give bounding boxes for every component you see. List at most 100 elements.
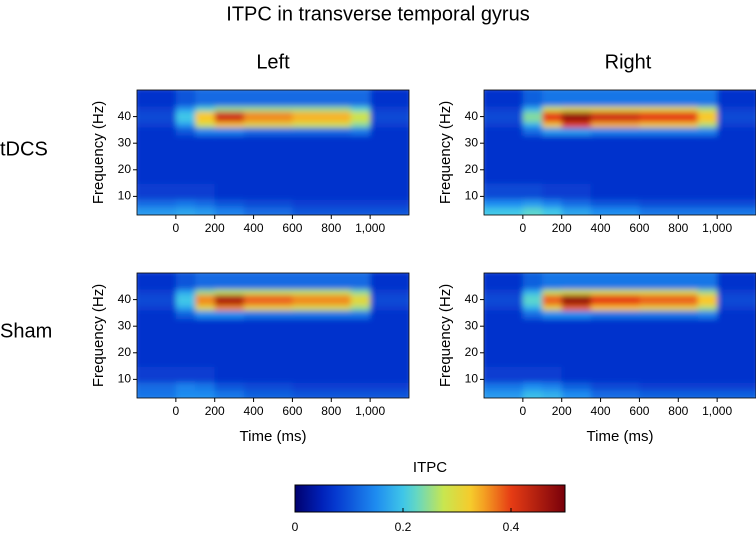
x-tick-label: 800 — [668, 221, 688, 235]
heatmap-cell — [292, 310, 352, 319]
heatmap-cell — [522, 382, 543, 391]
heatmap-cell — [522, 127, 543, 136]
heatmap-cell — [639, 105, 699, 112]
heatmap-cell — [175, 135, 196, 157]
heatmap-cell — [370, 390, 409, 398]
heatmap-cell — [561, 339, 592, 367]
heatmap-cell — [243, 339, 293, 367]
heatmap-cell — [195, 339, 216, 367]
heatmap-cell — [243, 127, 293, 136]
heatmap-cell — [639, 366, 699, 383]
heatmap-cell — [195, 90, 216, 107]
heatmap-cell — [590, 310, 640, 319]
heatmap-cell — [195, 199, 216, 208]
heatmap-cell — [137, 366, 177, 383]
heatmap-cell — [370, 304, 409, 311]
heatmap-cell — [561, 382, 592, 391]
heatmap-cell — [137, 339, 177, 367]
heatmap-cell — [292, 90, 352, 107]
plot-frame — [136, 89, 410, 216]
y-tick-label: 40 — [118, 292, 132, 306]
heatmap-cell — [522, 390, 543, 398]
heatmap-cell — [639, 382, 699, 391]
heatmap-cell — [195, 304, 216, 311]
heatmap-cell — [697, 135, 718, 157]
heatmap-cell — [484, 207, 524, 215]
x-tick-label: 1,000 — [702, 221, 732, 235]
heatmap-cell — [292, 366, 352, 383]
heatmap-cell — [350, 127, 371, 136]
heatmap-cell — [370, 90, 409, 107]
heatmap-cell — [175, 207, 196, 215]
heatmap-cell — [292, 382, 352, 391]
heatmap-cell — [697, 199, 718, 208]
heatmap-cell — [292, 199, 352, 208]
heatmap-cell — [214, 121, 245, 128]
plot-frame — [136, 272, 410, 399]
x-tick-label: 200 — [205, 221, 225, 235]
heatmap-cell — [484, 127, 524, 136]
heatmap-cell — [717, 294, 756, 306]
heatmap-cell — [561, 135, 592, 157]
heatmap-cell — [590, 135, 640, 157]
heatmap-cell — [243, 199, 293, 208]
heatmap-cell — [292, 304, 352, 311]
heatmap-cell — [522, 288, 543, 295]
heatmap-cell — [717, 121, 756, 128]
heatmap-cell — [561, 207, 592, 215]
heatmap-cell — [717, 156, 756, 184]
heatmap-cell — [243, 310, 293, 319]
heatmap-cell — [542, 273, 563, 290]
heatmap-cell — [175, 382, 196, 391]
heatmap-cell — [292, 318, 352, 340]
heatmap-cell — [639, 127, 699, 136]
heatmap-cell — [214, 366, 245, 383]
heatmap-cell — [137, 207, 177, 215]
heatmap-cell — [561, 318, 592, 340]
y-tick-label: 30 — [465, 318, 479, 332]
heatmap-cell — [522, 366, 543, 383]
heatmap-cell — [175, 183, 196, 200]
heatmap-cell — [175, 121, 196, 128]
x-tick-label: 600 — [629, 221, 649, 235]
heatmap-cell — [697, 121, 718, 128]
heatmap-cell — [717, 183, 756, 200]
heatmap-cell — [370, 294, 409, 306]
heatmap-cell — [697, 90, 718, 107]
heatmap-cell — [697, 310, 718, 319]
heatmap-cell — [195, 310, 216, 319]
heatmap-cell — [542, 318, 563, 340]
heatmap-cell — [484, 310, 524, 319]
heatmap-cell — [522, 105, 543, 112]
heatmap-cell — [195, 207, 216, 215]
y-tick-label: 40 — [465, 292, 479, 306]
heatmap-cell — [717, 199, 756, 208]
heatmap-cell — [542, 183, 563, 200]
x-tick-label: 0 — [173, 404, 180, 418]
heatmap-cell — [350, 339, 371, 367]
heatmap-cell — [697, 105, 718, 112]
heatmap-cell — [350, 199, 371, 208]
heatmap-cell — [350, 183, 371, 200]
heatmap-cell — [697, 183, 718, 200]
plot-frame — [483, 272, 756, 399]
heatmap-cell — [717, 310, 756, 319]
y-tick-label: 10 — [118, 372, 132, 386]
heatmap-cell — [350, 304, 371, 311]
y-axis-label: Frequency (Hz) — [90, 284, 107, 387]
y-tick-label: 10 — [465, 372, 479, 386]
x-tick-label: 400 — [244, 221, 264, 235]
heatmap-cell — [484, 183, 524, 200]
heatmap-cell — [137, 304, 177, 311]
x-tick-label: 600 — [282, 404, 302, 418]
heatmap-cell — [243, 273, 293, 290]
heatmap-cell — [214, 339, 245, 367]
heatmap-cell — [697, 294, 718, 306]
heatmap-cell — [350, 382, 371, 391]
heatmap-cell — [717, 207, 756, 215]
heatmap-cell — [292, 121, 352, 128]
plot-frame — [483, 89, 756, 216]
y-tick-label: 10 — [118, 189, 132, 203]
heatmap-cell — [639, 288, 699, 295]
heatmap-cell — [214, 127, 245, 136]
